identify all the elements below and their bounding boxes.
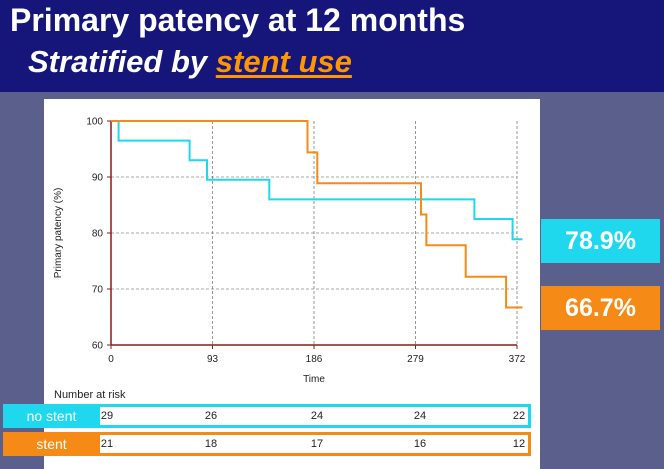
risk-label-stent: stent xyxy=(3,432,100,456)
final-value-stent: 66.7% xyxy=(541,286,660,330)
grid-lines xyxy=(111,121,518,345)
y-tick-label: 90 xyxy=(92,173,104,184)
risk-cell: 18 xyxy=(204,438,218,450)
risk-cell: 24 xyxy=(310,410,324,422)
x-tick-label: 93 xyxy=(207,354,219,365)
risk-cell: 21 xyxy=(100,438,114,450)
risk-row-stent: stent 21 18 17 16 12 xyxy=(3,432,531,456)
series-line-no-stent xyxy=(111,120,523,241)
chart-panel: 60 70 80 90 100 0 93 186 279 372 Time Primary pat… xyxy=(3,99,540,469)
risk-table-title: Number at risk xyxy=(54,389,126,401)
risk-cell: 26 xyxy=(204,410,218,422)
x-axis-label: Time xyxy=(303,374,325,385)
y-tick-label: 70 xyxy=(92,285,104,296)
x-tick-label: 372 xyxy=(509,354,526,365)
risk-cell: 12 xyxy=(512,438,526,450)
risk-label-no-stent: no stent xyxy=(3,404,100,428)
subtitle-highlight: stent use xyxy=(215,44,352,79)
y-tick-label: 60 xyxy=(92,341,104,352)
x-tick-label: 0 xyxy=(108,354,114,365)
tick-labels: 60 70 80 90 100 0 93 186 279 372 xyxy=(86,117,525,366)
risk-cell: 29 xyxy=(100,410,114,422)
slide-header: Primary patency at 12 months Stratified … xyxy=(0,0,664,92)
axes xyxy=(107,120,518,349)
y-axis-label: Primary patency (%) xyxy=(53,188,64,279)
risk-cell: 22 xyxy=(512,410,526,422)
subtitle-prefix: Stratified by xyxy=(28,44,216,79)
risk-cell: 24 xyxy=(413,410,427,422)
kaplan-meier-chart: 60 70 80 90 100 0 93 186 279 372 Time Primary pat… xyxy=(53,117,526,386)
risk-cell: 17 xyxy=(310,438,324,450)
survival-curves xyxy=(111,120,523,309)
x-tick-label: 186 xyxy=(306,354,323,365)
risk-row-no-stent: no stent 29 26 24 24 22 xyxy=(3,404,531,428)
slide-title: Primary patency at 12 months xyxy=(10,2,466,38)
risk-cell: 16 xyxy=(413,438,427,450)
x-tick-label: 279 xyxy=(407,354,424,365)
final-value-no-stent: 78.9% xyxy=(541,219,660,263)
y-tick-label: 100 xyxy=(86,117,103,128)
y-tick-label: 80 xyxy=(92,229,104,240)
slide-subtitle: Stratified by stent use xyxy=(28,44,352,80)
series-line-stent xyxy=(111,120,523,309)
